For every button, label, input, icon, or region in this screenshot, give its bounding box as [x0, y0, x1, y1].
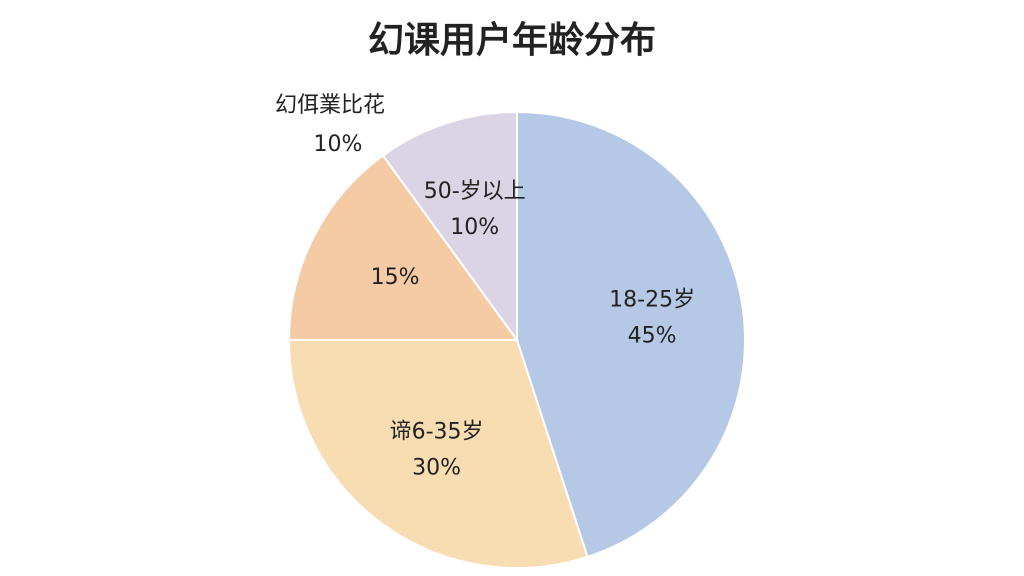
slice-value-label: 10%: [450, 215, 499, 240]
pie-slice: [516, 110, 746, 559]
slice-value-label: 15%: [371, 265, 420, 290]
annotation-label: 幻佴業比花: [275, 93, 385, 118]
pie-slice: [287, 339, 589, 569]
slice-label: 谛6-35岁: [390, 420, 484, 445]
slice-label: 50-岁以上: [424, 179, 526, 204]
pie-slice: [287, 154, 519, 341]
slice-label: 18-25岁: [609, 288, 695, 313]
slice-value-label: 30%: [412, 456, 461, 481]
slice-value-label: 45%: [628, 324, 677, 349]
chart-title: 幻课用户年龄分布: [368, 20, 656, 61]
annotation-value: 10%: [314, 132, 363, 157]
pie-slice: [381, 110, 518, 344]
